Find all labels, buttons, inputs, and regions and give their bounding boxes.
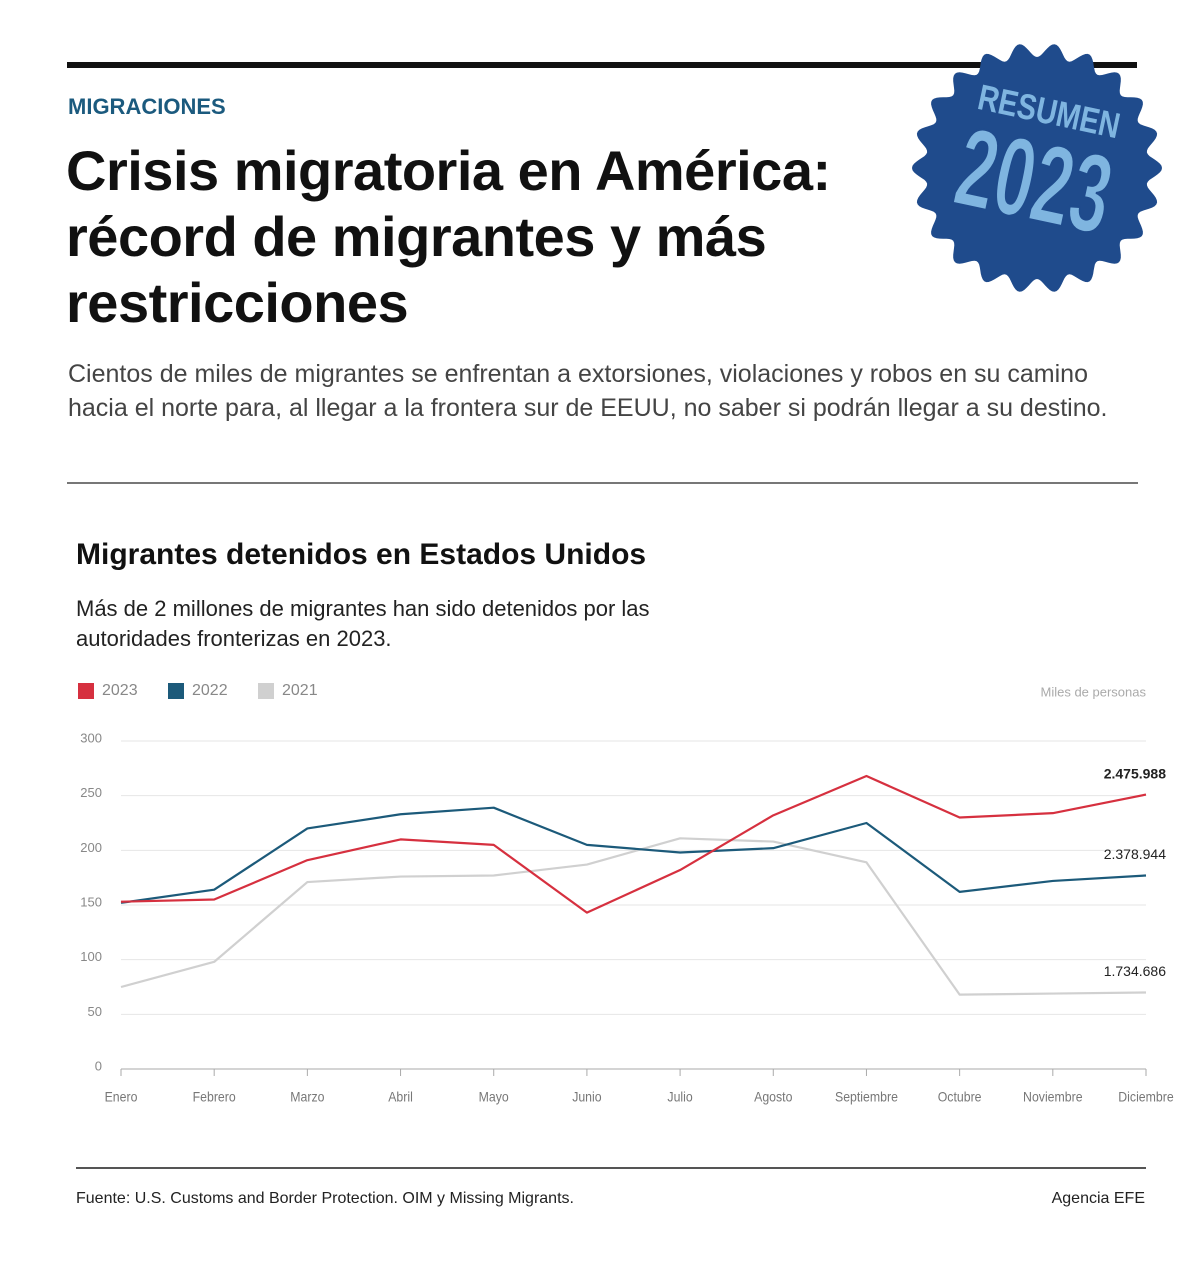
headline: Crisis migratoria en América: récord de … [66,139,831,334]
x-tick-label: Febrero [193,1089,236,1105]
y-unit-label: Miles de personas [1041,684,1147,699]
y-tick-label: 200 [80,840,102,855]
total-label: 2.475.988 [1104,765,1166,781]
series-line [120,837,1147,996]
x-tick-label: Abril [388,1089,413,1105]
series-line [120,806,1147,904]
legend-label: 2022 [192,682,228,699]
credit: Agencia EFE [1051,1190,1145,1207]
source: Fuente: U.S. Customs and Border Protecti… [76,1190,574,1207]
chart-title: Migrantes detenidos en Estados Unidos [76,538,647,571]
legend-label: 2023 [102,682,138,699]
x-tick-label: Julio [667,1089,692,1105]
y-tick-label: 150 [80,894,102,909]
total-label: 1.734.686 [1104,963,1166,979]
y-tick-label: 250 [80,785,102,800]
total-label: 2.378.944 [1104,846,1166,862]
badge-shape [912,44,1162,292]
separator [67,482,1138,484]
y-tick-label: 300 [80,730,102,745]
x-tick-label: Octubre [938,1089,982,1105]
legend-swatch [168,683,184,699]
y-tick-label: 50 [88,1004,102,1019]
x-tick-label: Septiembre [835,1089,898,1105]
section-label: MIGRACIONES [68,94,226,119]
legend-label: 2021 [282,682,318,699]
x-tick-label: Enero [105,1089,138,1105]
x-tick-label: Noviembre [1023,1089,1083,1105]
chart-subtitle: Más de 2 millones de migrantes han sido … [76,596,650,651]
y-tick-label: 0 [95,1058,102,1073]
series-line [120,774,1147,914]
description: Cientos de miles de migrantes se enfrent… [68,360,1108,422]
x-tick-label: Diciembre [1118,1089,1173,1105]
y-tick-label: 100 [80,949,102,964]
footer-rule [76,1167,1146,1169]
x-tick-label: Junio [572,1089,601,1105]
x-tick-label: Agosto [754,1089,792,1105]
x-tick-label: Mayo [479,1089,509,1105]
legend-swatch [258,683,274,699]
badge: RESUMEN 2023 [912,44,1162,292]
legend-swatch [78,683,94,699]
x-tick-label: Marzo [290,1089,324,1105]
top-rule [67,62,1137,68]
